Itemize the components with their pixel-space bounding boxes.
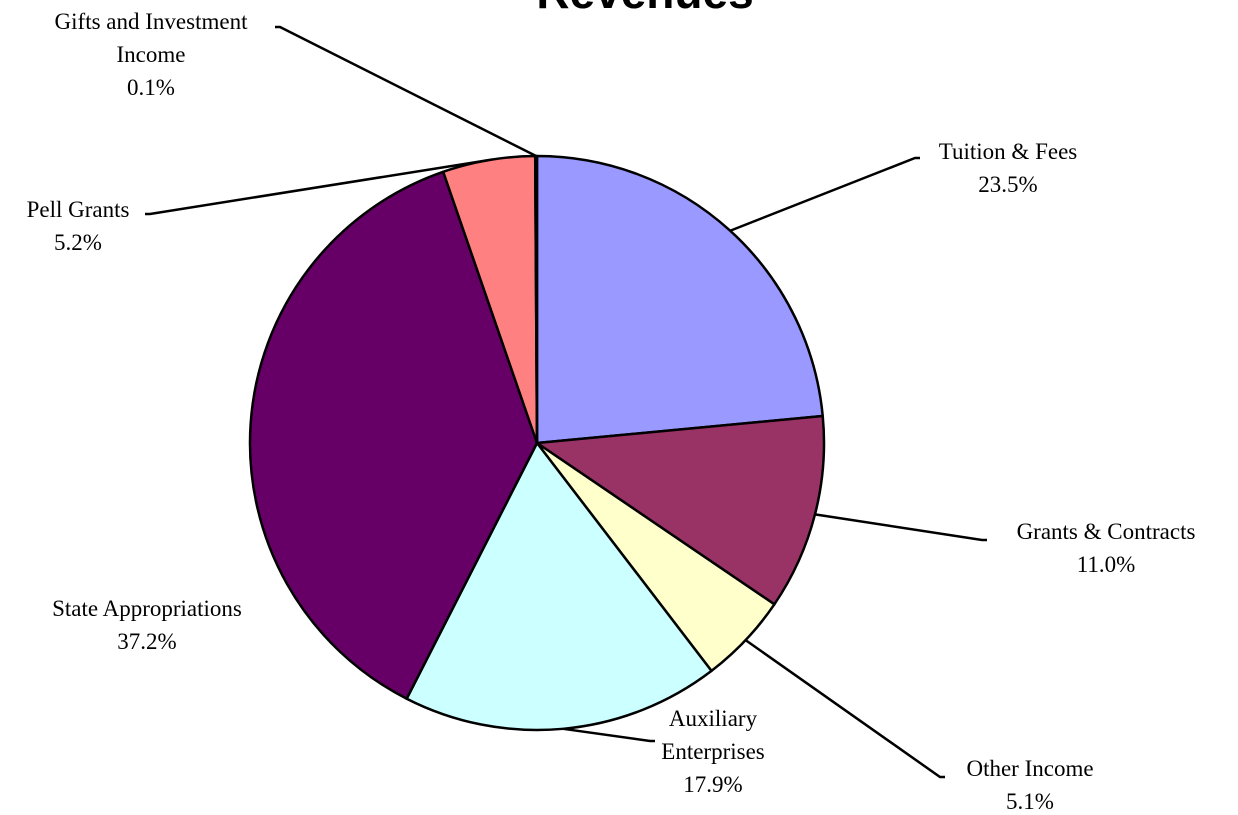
slice-label: Auxiliary Enterprises 17.9% [643, 702, 783, 801]
slice-category: Pell Grants [26, 197, 130, 222]
slice-percent: 11.0% [1076, 552, 1136, 577]
leader-line [562, 727, 655, 743]
leader-line [814, 513, 987, 542]
slice-label: State Appropriations 37.2% [0, 592, 297, 658]
slice-label: Grants & Contracts 11.0% [976, 515, 1236, 581]
chart-title: Revenues [536, 0, 753, 18]
leader-line [729, 156, 920, 232]
leader-line [145, 158, 489, 216]
leader-line [744, 639, 945, 779]
slice-category: Other Income [966, 756, 1094, 781]
slice-category: Tuition & Fees [938, 139, 1078, 164]
slice-category: State Appropriations [52, 596, 242, 621]
slice-percent: 37.2% [117, 629, 177, 654]
slice-label: Gifts and Investment Income 0.1% [36, 5, 266, 104]
slice-label: Other Income 5.1% [930, 752, 1130, 815]
pie-slice [535, 154, 824, 445]
pie-slice [248, 170, 539, 700]
slice-percent: 23.5% [978, 172, 1038, 197]
slice-label: Pell Grants 5.2% [3, 193, 153, 259]
slice-category: Gifts and Investment Income [54, 9, 248, 67]
slice-label: Tuition & Fees 23.5% [878, 135, 1138, 201]
slice-category: Auxiliary Enterprises [661, 706, 765, 764]
slice-percent: 5.1% [1006, 789, 1054, 814]
pie-slice [535, 414, 826, 606]
pie-slice [405, 441, 713, 732]
slice-percent: 5.2% [54, 230, 102, 255]
slice-category: Grants & Contracts [1016, 519, 1196, 544]
slice-percent: 17.9% [683, 772, 743, 797]
slice-percent: 0.1% [127, 75, 175, 100]
leader-line [275, 25, 537, 158]
